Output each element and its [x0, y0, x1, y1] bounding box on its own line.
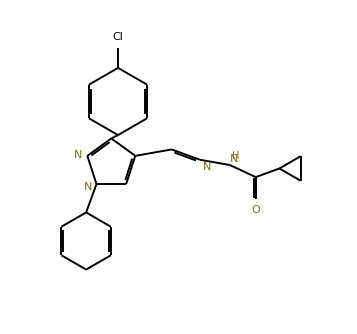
Text: Cl: Cl: [112, 32, 124, 42]
Text: N: N: [203, 162, 211, 172]
Text: O: O: [251, 205, 260, 215]
Text: N: N: [84, 182, 92, 192]
Text: N: N: [230, 154, 238, 164]
Text: H: H: [232, 151, 239, 161]
Text: N: N: [74, 150, 82, 160]
